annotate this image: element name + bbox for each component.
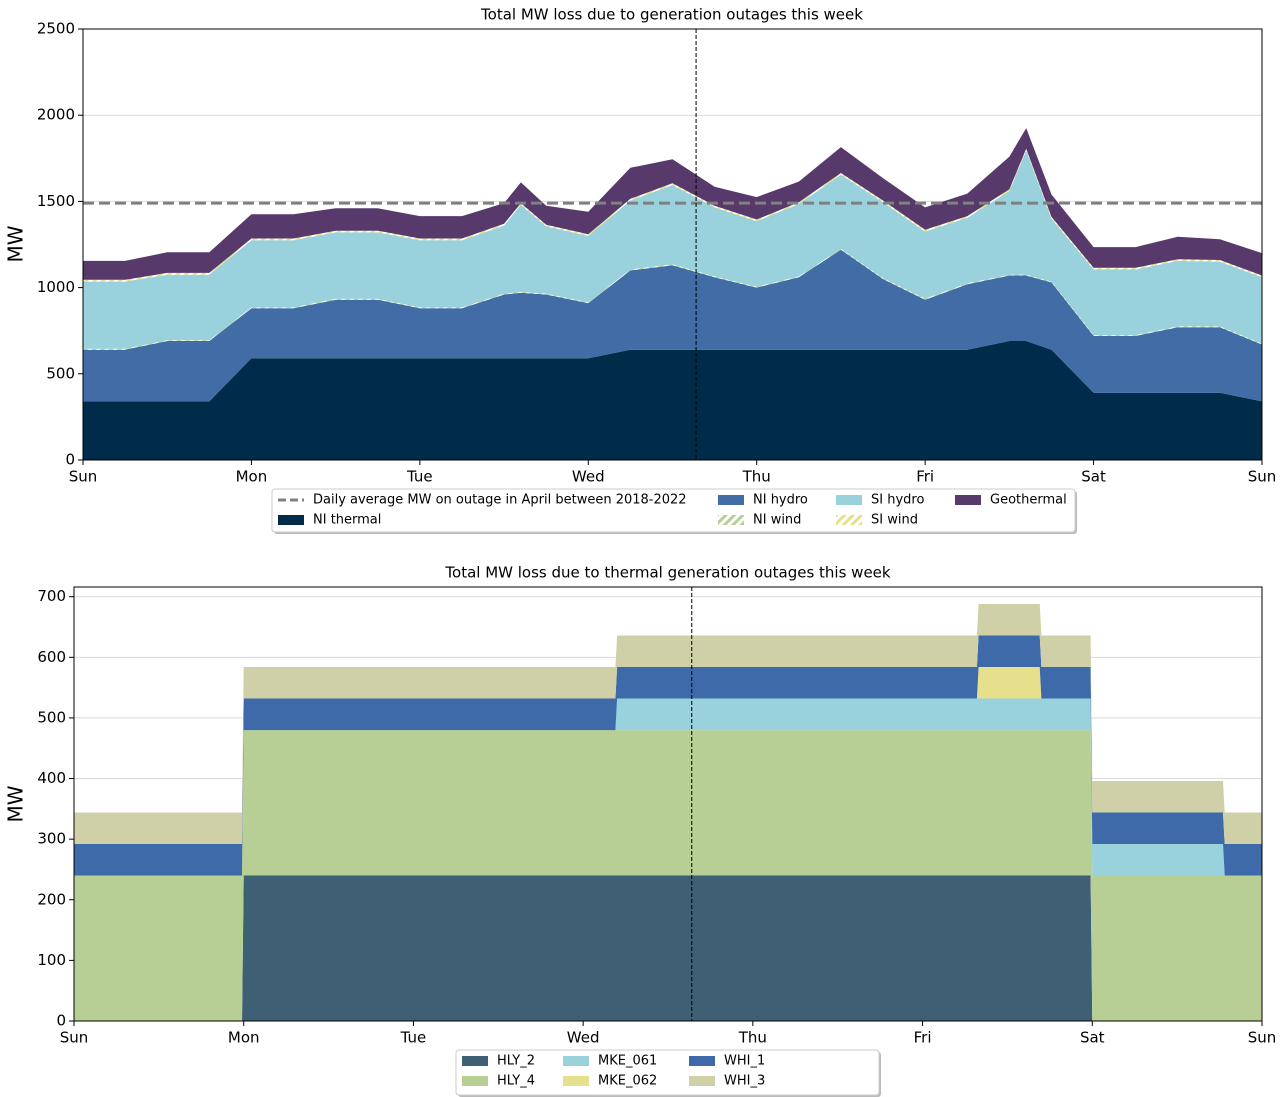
area bbox=[74, 730, 1262, 1021]
y-tick-label: 2000 bbox=[37, 106, 75, 124]
x-tick-label: Wed bbox=[572, 468, 605, 486]
y-tick-label: 100 bbox=[37, 951, 66, 969]
chart-title: Total MW loss due to thermal generation … bbox=[444, 564, 890, 582]
legend-swatch bbox=[462, 1076, 488, 1086]
x-tick-label: Fri bbox=[916, 468, 934, 486]
legend-swatch bbox=[718, 515, 744, 525]
area bbox=[83, 128, 1262, 280]
area bbox=[74, 698, 1262, 876]
area bbox=[83, 341, 1262, 460]
legend-swatch bbox=[689, 1076, 715, 1086]
legend bbox=[271, 488, 1076, 533]
legend-label: NI hydro bbox=[753, 493, 808, 508]
y-tick-label: 700 bbox=[37, 587, 66, 605]
x-tick-label: Thu bbox=[742, 468, 771, 486]
x-tick-label: Thu bbox=[738, 1029, 767, 1047]
area bbox=[83, 249, 1262, 402]
legend-swatch bbox=[563, 1056, 589, 1066]
y-tick-label: 300 bbox=[37, 830, 66, 848]
x-tick-label: Sat bbox=[1081, 468, 1106, 486]
plot-frame bbox=[73, 586, 1263, 1022]
area bbox=[83, 150, 1262, 349]
x-tick-label: Fri bbox=[914, 1029, 932, 1047]
y-axis-label: MW bbox=[4, 785, 28, 822]
plot-frame bbox=[82, 28, 1263, 461]
chart-title: Total MW loss due to generation outages … bbox=[480, 6, 863, 24]
x-tick-label: Mon bbox=[236, 468, 268, 486]
x-tick-label: Mon bbox=[228, 1029, 260, 1047]
y-tick-label: 0 bbox=[65, 451, 75, 469]
area bbox=[74, 604, 1262, 844]
legend-swatch bbox=[689, 1056, 715, 1066]
y-tick-label: 600 bbox=[37, 648, 66, 666]
legend-swatch bbox=[836, 515, 862, 525]
legend bbox=[455, 1049, 880, 1096]
y-tick-label: 500 bbox=[46, 364, 75, 382]
legend-label: SI hydro bbox=[871, 493, 924, 508]
x-tick-label: Sun bbox=[69, 468, 98, 486]
y-tick-label: 400 bbox=[37, 769, 66, 787]
y-tick-label: 1000 bbox=[37, 278, 75, 296]
legend-swatch bbox=[836, 495, 862, 505]
legend-label: HLY_2 bbox=[497, 1054, 535, 1069]
legend-swatch bbox=[278, 515, 304, 525]
legend-label: MKE_061 bbox=[598, 1054, 657, 1069]
area bbox=[74, 635, 1262, 876]
x-tick-label: Sun bbox=[60, 1029, 89, 1047]
area bbox=[74, 875, 1262, 1021]
x-tick-label: Sat bbox=[1080, 1029, 1105, 1047]
legend-swatch bbox=[955, 495, 981, 505]
y-tick-label: 500 bbox=[37, 708, 66, 726]
legend-label: SI wind bbox=[871, 513, 918, 528]
y-tick-label: 200 bbox=[37, 890, 66, 908]
y-tick-label: 2500 bbox=[37, 20, 75, 38]
legend-label: WHI_1 bbox=[724, 1054, 765, 1069]
legend-swatch bbox=[563, 1076, 589, 1086]
x-tick-label: Tue bbox=[400, 1029, 427, 1047]
legend-label: Geothermal bbox=[990, 493, 1067, 508]
x-tick-label: Tue bbox=[406, 468, 433, 486]
legend-label: MKE_062 bbox=[598, 1074, 657, 1089]
x-tick-label: Sun bbox=[1248, 1029, 1277, 1047]
x-tick-label: Wed bbox=[567, 1029, 600, 1047]
legend-label: Daily average MW on outage in April betw… bbox=[313, 493, 687, 508]
legend-label: WHI_3 bbox=[724, 1074, 765, 1089]
x-tick-label: Sun bbox=[1248, 468, 1277, 486]
legend-label: NI thermal bbox=[313, 513, 381, 528]
legend-swatch bbox=[718, 495, 744, 505]
legend-swatch bbox=[462, 1056, 488, 1066]
y-axis-label: MW bbox=[4, 225, 28, 262]
y-tick-label: 1500 bbox=[37, 192, 75, 210]
y-tick-label: 0 bbox=[56, 1012, 66, 1030]
legend-label: HLY_4 bbox=[497, 1074, 535, 1089]
legend-label: NI wind bbox=[753, 513, 801, 528]
